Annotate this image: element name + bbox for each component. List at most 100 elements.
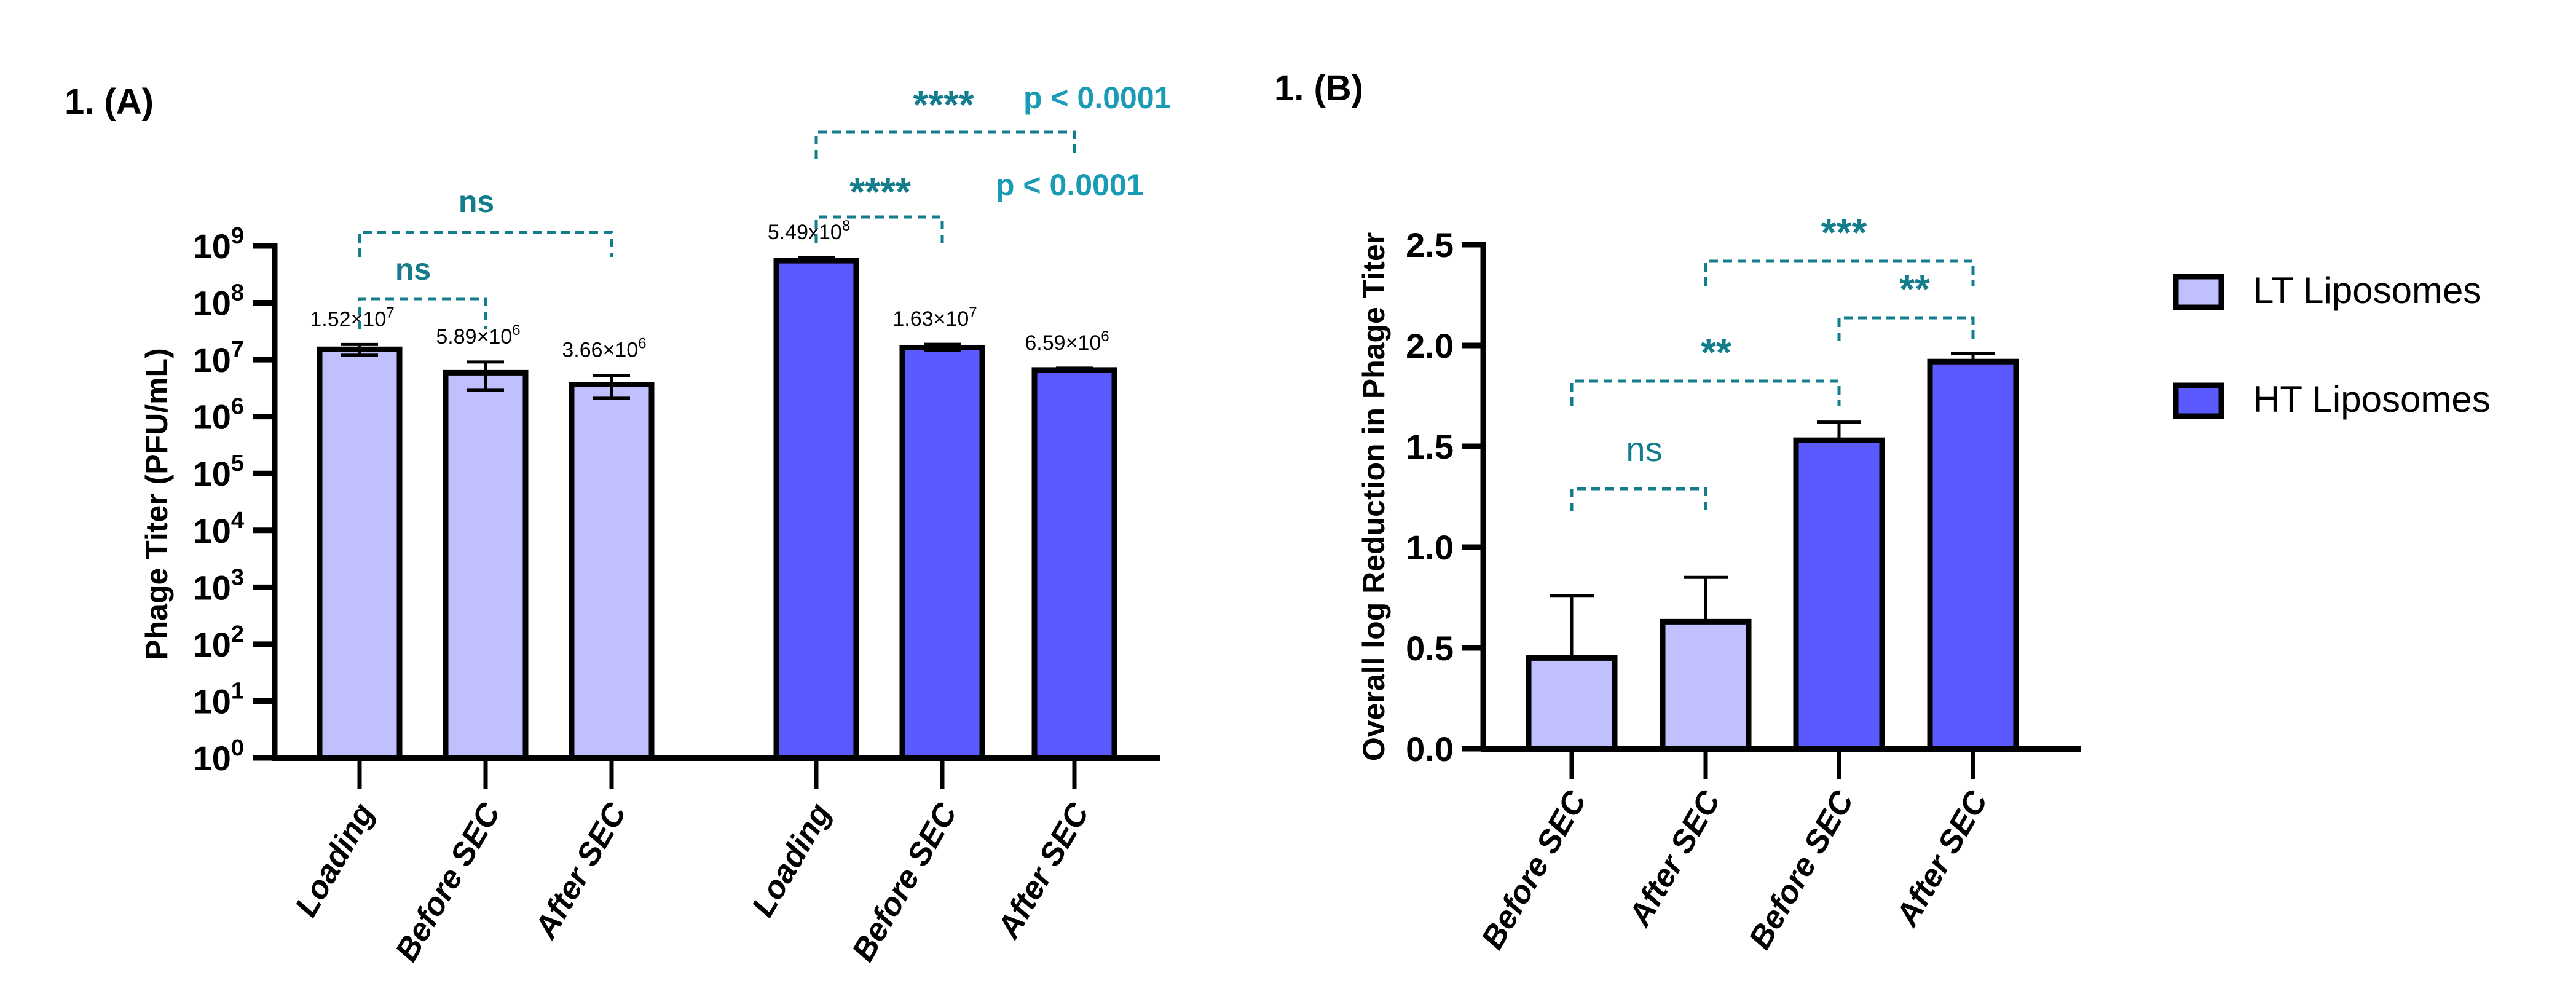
significance-bracket <box>1837 316 1975 341</box>
x-category-label: Before SEC <box>845 797 964 968</box>
y-tick-label: 103 <box>193 564 244 607</box>
legend-item-ht: HT Liposomes <box>2173 379 2491 420</box>
y-tick-exponent: 0 <box>231 735 244 761</box>
y-tick-label: 104 <box>193 508 244 550</box>
significance-stars: ** <box>1899 267 1930 311</box>
x-category-label: Before SEC <box>1742 784 1861 955</box>
legend: LT Liposomes HT Liposomes <box>2173 270 2491 420</box>
y-tick-label: 102 <box>193 621 244 664</box>
significance-stars: **** <box>913 82 974 127</box>
x-category-label: Loading <box>745 797 838 923</box>
panel-b: 1. (B) Overall log Reduction in Phage Ti… <box>1274 68 2081 955</box>
y-tick-exponent: 5 <box>231 451 244 476</box>
y-tick-exponent: 2 <box>231 621 244 647</box>
significance-bracket <box>358 231 613 257</box>
data-label: 1.52×107 <box>310 304 394 331</box>
y-tick-exponent: 4 <box>231 508 244 534</box>
y-tick-label: 109 <box>193 223 244 266</box>
data-label: 5.89×106 <box>436 322 520 349</box>
y-tick-exponent: 3 <box>231 564 244 590</box>
x-category-label: After SEC <box>1621 784 1728 933</box>
y-tick-base: 10 <box>193 739 231 778</box>
data-label-mantissa: 5.89×10 <box>436 325 512 349</box>
significance-stars: ** <box>1701 330 1731 374</box>
panel-a-x-labels: Loading Before SEC After SEC Loading Before … <box>288 797 1097 968</box>
y-tick-base: 10 <box>193 511 231 550</box>
data-label-exponent: 7 <box>386 304 394 321</box>
y-tick-base: 10 <box>193 625 231 664</box>
significance-bracket <box>814 215 944 243</box>
significance-ns: ns <box>395 252 431 286</box>
panel-b-significance: ns******* <box>1570 210 1975 511</box>
significance-p-value: p < 0.0001 <box>1023 81 1171 115</box>
panel-b-title: 1. (B) <box>1274 68 1363 108</box>
data-label-exponent: 6 <box>512 322 520 339</box>
y-tick-label: 100 <box>193 735 244 778</box>
bar-ht <box>1031 367 1117 761</box>
y-tick-base: 10 <box>193 227 231 266</box>
x-category-label: After SEC <box>1889 784 1995 933</box>
x-category-label: Before SEC <box>388 797 508 968</box>
y-tick-exponent: 1 <box>231 678 244 704</box>
bar-ht <box>1927 358 2019 752</box>
legend-swatch-ht <box>2173 382 2224 419</box>
y-tick-label: 107 <box>193 337 244 379</box>
panel-a: 1. (A) Phage Titer (PFU/mL) 100101102103… <box>65 81 1171 968</box>
data-label: 1.63×107 <box>892 304 977 331</box>
significance-stars: *** <box>1821 210 1867 254</box>
y-tick-exponent: 8 <box>231 280 244 306</box>
y-tick-exponent: 6 <box>231 394 244 420</box>
panel-b-x-labels: Before SEC After SEC Before SEC After SEC <box>1475 784 1995 955</box>
y-tick-label: 1.5 <box>1406 427 1454 466</box>
x-category-label: After SEC <box>527 797 634 945</box>
legend-label-ht: HT Liposomes <box>2253 379 2491 420</box>
data-label-mantissa: 3.66×10 <box>562 339 638 362</box>
panel-b-y-ticks: 0.0 0.5 1.0 1.5 2.0 2.5 <box>1406 226 1483 768</box>
data-label-exponent: 6 <box>1101 328 1109 345</box>
bar-lt <box>1526 655 1618 752</box>
data-label-mantissa: 1.63×10 <box>892 307 969 331</box>
significance-ns: ns <box>1626 430 1662 468</box>
y-tick-base: 10 <box>193 682 231 720</box>
panel-a-y-axis-title: Phage Titer (PFU/mL) <box>140 348 174 660</box>
bar-ht <box>1793 437 1885 752</box>
data-label-mantissa: 1.52×10 <box>310 307 386 331</box>
data-label-mantissa: 6.59×10 <box>1025 331 1101 355</box>
y-tick-label: 2.5 <box>1406 226 1454 264</box>
panel-a-title: 1. (A) <box>65 82 154 122</box>
data-label-exponent: 6 <box>638 336 646 352</box>
x-category-label: After SEC <box>990 797 1097 945</box>
legend-swatch-lt <box>2173 274 2224 310</box>
legend-item-lt: LT Liposomes <box>2173 270 2481 311</box>
panel-a-axes <box>272 243 1160 789</box>
y-tick-label: 1.0 <box>1406 528 1454 567</box>
x-category-label: Loading <box>288 797 381 923</box>
bar-ht <box>773 258 859 761</box>
data-label-mantissa: 5.49x10 <box>768 221 842 244</box>
y-tick-base: 10 <box>193 454 231 493</box>
y-tick-label: 2.0 <box>1406 326 1454 365</box>
data-label-exponent: 7 <box>969 304 977 321</box>
significance-bracket <box>814 130 1076 159</box>
bar-lt <box>443 369 529 761</box>
significance-bracket <box>1570 487 1707 511</box>
bar-lt <box>569 382 655 761</box>
y-tick-exponent: 7 <box>231 337 244 363</box>
significance-bracket <box>1704 259 1975 286</box>
y-tick-label: 108 <box>193 280 244 323</box>
y-tick-base: 10 <box>193 398 231 436</box>
y-tick-label: 0.0 <box>1406 730 1454 768</box>
y-tick-base: 10 <box>193 341 231 379</box>
bar-lt <box>317 346 403 761</box>
x-category-label: Before SEC <box>1475 784 1594 955</box>
panel-b-bars <box>1526 352 2019 752</box>
data-label: 6.59×106 <box>1025 328 1109 355</box>
data-label-exponent: 8 <box>842 218 850 234</box>
y-tick-label: 106 <box>193 394 244 436</box>
y-tick-label: 101 <box>193 678 244 720</box>
y-tick-base: 10 <box>193 284 231 323</box>
y-tick-exponent: 9 <box>231 223 244 249</box>
y-tick-label: 0.5 <box>1406 629 1454 668</box>
